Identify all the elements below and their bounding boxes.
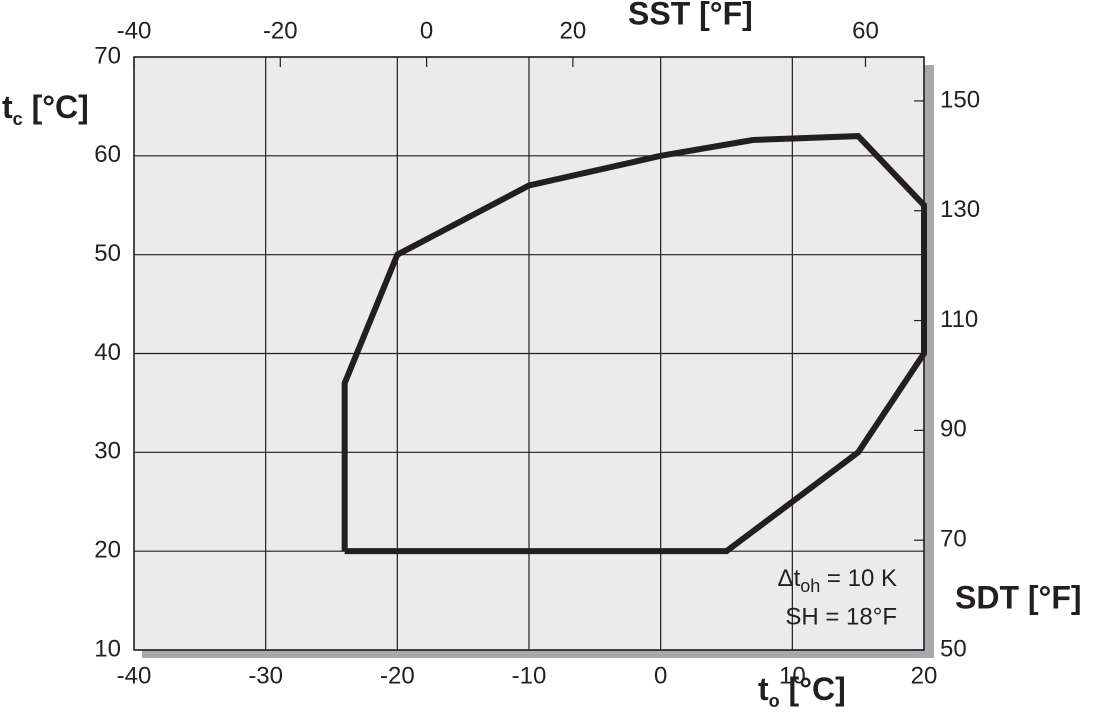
- x2-axis-title: SST [°F]: [628, 0, 753, 31]
- x2-tick-label: 60: [852, 17, 879, 44]
- y-tick-label: 30: [94, 438, 121, 465]
- y-title-main: t: [2, 89, 13, 125]
- envelope-line: [341, 133, 927, 555]
- x2-tick-label: -20: [263, 17, 298, 44]
- x-tick-label: 20: [911, 662, 938, 689]
- annotation-main: Δt: [778, 565, 801, 592]
- x2-tick-label: -40: [117, 17, 152, 44]
- y-tick-label: 20: [94, 537, 121, 564]
- x-title-sub: o: [769, 691, 780, 711]
- y2-tick-label: 50: [940, 635, 967, 662]
- x-tick-label: 10: [779, 662, 806, 689]
- y-tick-label: 60: [94, 141, 121, 168]
- x-tick-label: -40: [117, 662, 152, 689]
- annotation: SH = 18°F: [785, 603, 897, 630]
- y-tick-label: 70: [94, 42, 121, 69]
- x-title-main: t: [758, 671, 769, 707]
- y2-tick-label: 150: [940, 86, 980, 113]
- x-title-unit: [°C]: [780, 671, 846, 707]
- x2-tick-label: 20: [560, 17, 587, 44]
- y-tick-label: 40: [94, 339, 121, 366]
- x-tick-label: -20: [380, 662, 415, 689]
- y-tick-label: 50: [94, 240, 121, 267]
- y-tick-label: 10: [94, 635, 121, 662]
- annotation-rest: = 10 K: [820, 565, 897, 592]
- x-axis-title: to [°C]: [758, 671, 846, 710]
- annotation: Δtoh = 10 K: [778, 565, 897, 595]
- x-tick-label: 0: [654, 662, 667, 689]
- y-title-unit: [°C]: [23, 89, 89, 125]
- marks: [341, 133, 927, 555]
- y-title-sub: c: [13, 109, 23, 129]
- x2-tick-label: 0: [420, 17, 433, 44]
- x-tick-label: -10: [512, 662, 547, 689]
- y2-tick-label: 130: [940, 196, 980, 223]
- y2-tick-label: 70: [940, 526, 967, 553]
- y2-tick-label: 90: [940, 416, 967, 443]
- y-axis-title: tc [°C]: [2, 89, 89, 128]
- y2-tick-label: 110: [940, 306, 978, 333]
- annotation-sub: oh: [800, 576, 820, 596]
- x-tick-label: -30: [248, 662, 283, 689]
- y2-axis-title: SDT [°F]: [955, 579, 1082, 615]
